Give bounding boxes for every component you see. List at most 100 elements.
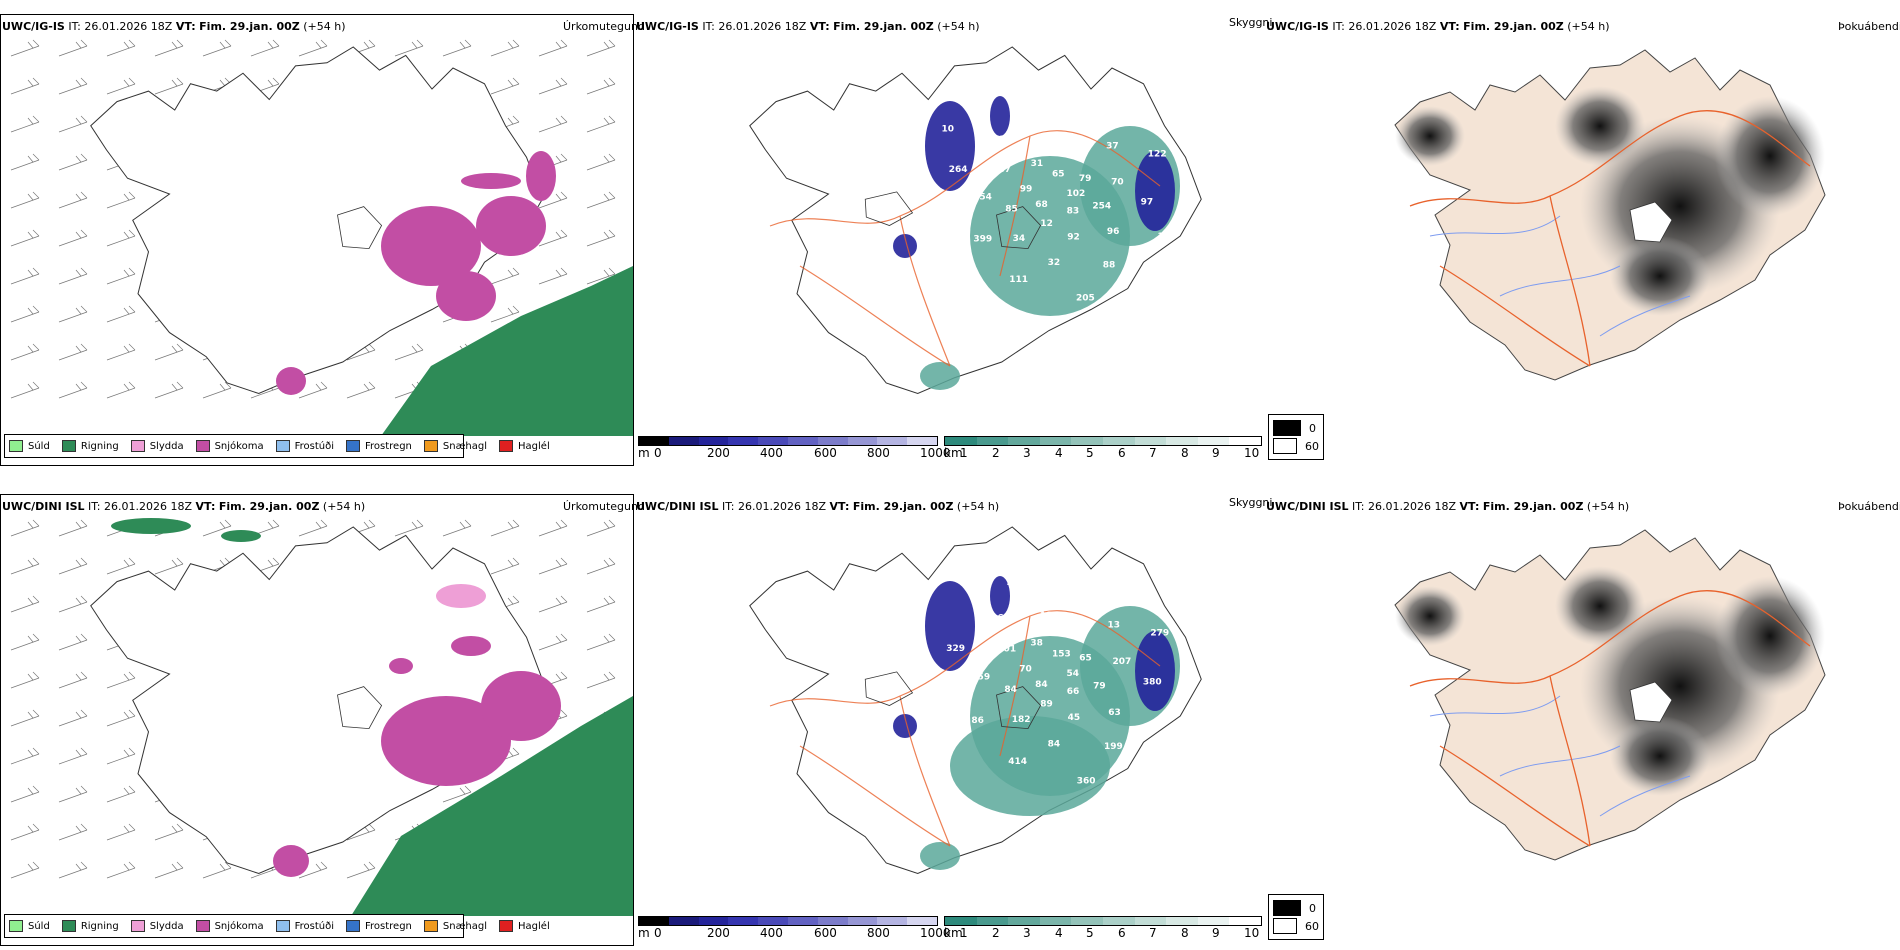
visibility-value-label: 360 bbox=[1077, 776, 1096, 786]
fog-shading bbox=[1610, 236, 1710, 316]
river-network bbox=[1429, 215, 1691, 337]
visibility-value-label: 243 bbox=[932, 218, 951, 228]
visibility-value-label: 11 bbox=[1115, 100, 1128, 110]
legend-label: Snjókoma bbox=[214, 920, 264, 932]
glacier-outline bbox=[1629, 201, 1673, 243]
colorbar-segment bbox=[1134, 437, 1167, 445]
legend-label: Súld bbox=[28, 920, 50, 932]
colorbar-segment bbox=[847, 917, 878, 925]
colorbar-strip bbox=[944, 916, 1262, 926]
model-name: UWC/IG-IS bbox=[636, 20, 699, 33]
visibility-value-label: 15 bbox=[1160, 713, 1173, 723]
fog-panel-label: Þokuábendi bbox=[1838, 500, 1900, 513]
colorbar-segment bbox=[1197, 437, 1230, 445]
valid-time: Fim. 29.jan. 00Z bbox=[833, 20, 934, 33]
valid-time: Fim. 29.jan. 00Z bbox=[1482, 500, 1584, 513]
wind-barb bbox=[538, 229, 568, 247]
iceland-outline bbox=[90, 46, 543, 395]
visibility-value-label: 75 bbox=[1008, 100, 1021, 110]
wind-barb bbox=[442, 519, 472, 537]
wind-barb bbox=[10, 519, 40, 537]
wind-barb bbox=[10, 823, 40, 841]
wind-barb bbox=[10, 709, 40, 727]
legend-label: Snæhagl bbox=[442, 920, 488, 932]
colorbar-tick: 8 bbox=[1181, 446, 1189, 460]
colorbar-tick: 1 bbox=[960, 926, 968, 940]
visibility-value-label: 414 bbox=[1008, 757, 1027, 767]
visibility-value-label: 86 bbox=[1117, 578, 1130, 588]
visibility-value-label: 92 bbox=[1067, 232, 1080, 242]
legend-item: Haglél bbox=[499, 440, 550, 452]
visibility-value-label: 79 bbox=[1093, 682, 1106, 692]
wind-barb bbox=[154, 861, 184, 879]
wind-barb bbox=[586, 633, 616, 651]
colorbar-segment bbox=[847, 437, 878, 445]
wind-barb bbox=[154, 39, 184, 57]
colorbar-tick: 0 bbox=[654, 926, 662, 940]
colorbar-tick: 400 bbox=[760, 926, 783, 940]
wind-barb bbox=[106, 39, 136, 57]
colorbar-tick: 3 bbox=[1023, 446, 1031, 460]
fog-area bbox=[893, 714, 917, 738]
issue-time: 26.01.2026 18Z bbox=[84, 20, 173, 33]
colorbar-tick: 7 bbox=[1149, 926, 1157, 940]
wind-barb bbox=[10, 229, 40, 247]
legend-swatch bbox=[130, 440, 145, 452]
wind-barb bbox=[10, 785, 40, 803]
colorbar-tick: 9 bbox=[1212, 926, 1220, 940]
fog-legend-label: 0 bbox=[1309, 421, 1316, 435]
visibility-value-label: 70 bbox=[1111, 177, 1124, 187]
fog-legend-row: 60 bbox=[1273, 917, 1319, 935]
colorbar-strip bbox=[944, 436, 1262, 446]
legend-swatch bbox=[423, 920, 438, 932]
visibility-value-label: 79 bbox=[1079, 174, 1092, 184]
colorbar-tick: 10 bbox=[1244, 926, 1260, 940]
visibility-value-label: 85 bbox=[1005, 204, 1018, 214]
visibility-value-label: 122 bbox=[1148, 150, 1167, 160]
wind-barb bbox=[58, 861, 88, 879]
colorbar-segment bbox=[907, 917, 937, 925]
colorbar-tick: 10 bbox=[1244, 446, 1260, 460]
row-2: UWC/DINI ISL IT: 26.01.2026 18Z VT: Fim.… bbox=[0, 480, 1900, 950]
glacier-outline bbox=[337, 686, 383, 730]
legend-item: Frostregn bbox=[346, 920, 412, 932]
colorbar-tick: 600 bbox=[814, 926, 837, 940]
wind-barb bbox=[586, 595, 616, 613]
colorbar-segment bbox=[1071, 917, 1103, 925]
colorbar-segment bbox=[787, 437, 818, 445]
visibility-value-label: 99 bbox=[1020, 185, 1033, 195]
visibility-value-label: 45 bbox=[1068, 713, 1081, 723]
fog-area bbox=[1135, 631, 1175, 711]
wind-barb bbox=[538, 519, 568, 537]
wind-barb bbox=[10, 633, 40, 651]
colorbar-segment bbox=[945, 917, 977, 925]
wind-barb bbox=[490, 519, 520, 537]
wind-barb bbox=[58, 305, 88, 323]
road-network bbox=[1409, 110, 1811, 367]
colorbar-segment bbox=[877, 917, 908, 925]
visibility-value-label: 280 bbox=[1007, 578, 1026, 588]
wind-barb bbox=[58, 785, 88, 803]
wind-barb bbox=[586, 519, 616, 537]
wind-barb bbox=[202, 519, 232, 537]
wind-barb bbox=[154, 77, 184, 95]
colorbar-segment bbox=[976, 437, 1009, 445]
visibility-value-label: 169 bbox=[991, 613, 1010, 623]
issue-time: 26.01.2026 18Z bbox=[718, 20, 807, 33]
wind-barb bbox=[202, 39, 232, 57]
visibility-value-label: 84 bbox=[1004, 685, 1017, 695]
issue-label: IT: bbox=[1332, 20, 1345, 33]
legend-swatch bbox=[195, 920, 210, 932]
snow-area bbox=[389, 658, 413, 674]
wind-barb bbox=[58, 191, 88, 209]
visibility-value-label: 12 bbox=[1157, 232, 1170, 242]
fog-shading bbox=[1715, 576, 1825, 696]
colorbar-segment bbox=[1166, 917, 1198, 925]
fog-shading bbox=[1715, 96, 1825, 216]
legend-swatch bbox=[423, 440, 438, 452]
visibility-value-label: 111 bbox=[1009, 275, 1028, 285]
wind-barb bbox=[58, 229, 88, 247]
wind-barb bbox=[10, 77, 40, 95]
wind-barb bbox=[538, 267, 568, 285]
visibility-value-label: 183 bbox=[1040, 611, 1059, 621]
